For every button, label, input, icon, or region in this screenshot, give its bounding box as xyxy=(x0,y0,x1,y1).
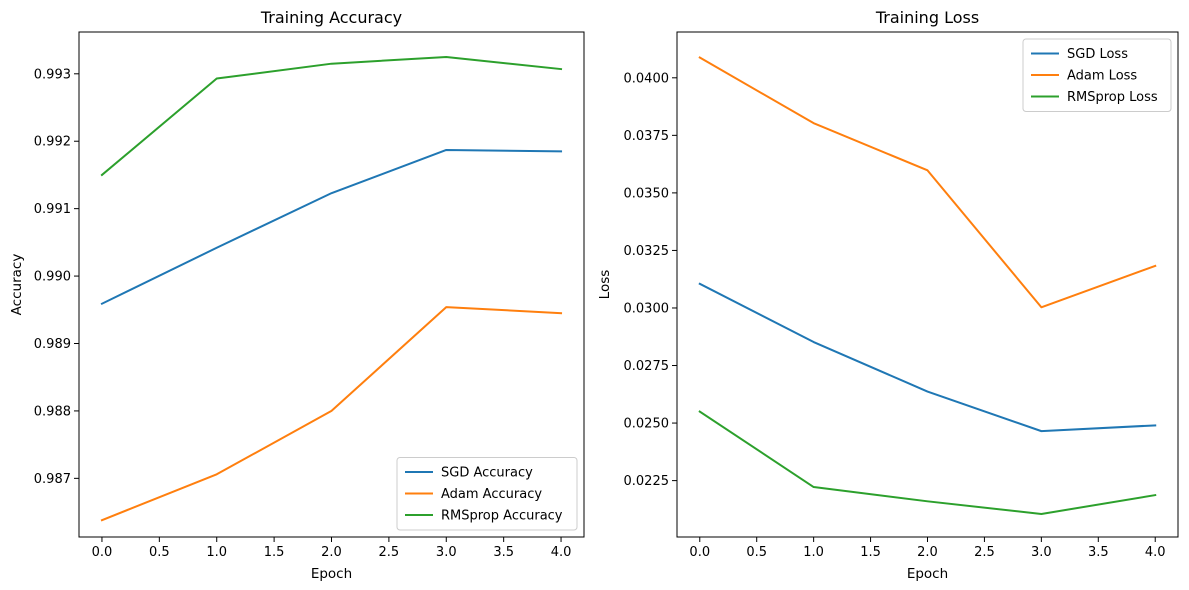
accuracy-x-tick-label: 0.5 xyxy=(149,545,170,560)
accuracy-series-lines xyxy=(100,55,563,522)
accuracy-x-tick-label: 1.0 xyxy=(206,545,227,560)
loss-x-tick-label: 1.0 xyxy=(803,545,824,560)
accuracy-legend-label: RMSprop Accuracy xyxy=(441,509,563,524)
loss-y-tick-label: 0.0225 xyxy=(624,474,670,489)
series-line-sgd-loss xyxy=(698,282,1157,433)
accuracy-y-axis-label: Accuracy xyxy=(9,254,25,316)
accuracy-y-tick-label: 0.993 xyxy=(34,67,71,82)
loss-y-tick-label: 0.0325 xyxy=(624,244,670,259)
series-line-adam-accuracy xyxy=(100,306,563,522)
loss-y-tick-label: 0.0400 xyxy=(624,71,670,86)
loss-y-tick-label: 0.0250 xyxy=(624,417,670,432)
loss-y-ticks: 0.0225 0.0250 0.0275 0.0300 0.0325 0.0350 0.03… xyxy=(624,71,677,489)
loss-legend-label: RMSprop Loss xyxy=(1067,90,1158,105)
accuracy-y-tick-label: 0.991 xyxy=(34,202,71,217)
loss-x-ticks: 0.0 0.5 1.0 1.5 2.0 2.5 3.0 3.5 4.0 xyxy=(689,537,1166,560)
accuracy-x-tick-label: 4.0 xyxy=(551,545,572,560)
loss-y-tick-label: 0.0375 xyxy=(624,129,670,144)
loss-legend-label: Adam Loss xyxy=(1067,69,1137,84)
accuracy-x-tick-label: 3.5 xyxy=(493,545,514,560)
loss-legend: SGD Loss Adam Loss RMSprop Loss xyxy=(1022,38,1172,112)
accuracy-y-tick-label: 0.989 xyxy=(34,337,71,352)
loss-legend-label: SGD Loss xyxy=(1067,47,1128,62)
accuracy-y-tick-label: 0.992 xyxy=(34,135,71,150)
accuracy-x-tick-label: 0.0 xyxy=(92,545,113,560)
series-line-sgd-accuracy xyxy=(100,148,563,306)
accuracy-x-tick-label: 3.0 xyxy=(436,545,457,560)
accuracy-x-axis-label: Epoch xyxy=(311,566,352,582)
loss-x-tick-label: 0.5 xyxy=(746,545,767,560)
loss-x-tick-label: 1.5 xyxy=(860,545,881,560)
accuracy-x-tick-label: 2.0 xyxy=(321,545,342,560)
accuracy-legend-label: Adam Accuracy xyxy=(441,487,542,502)
loss-x-tick-label: 3.0 xyxy=(1031,545,1052,560)
loss-series-lines xyxy=(698,56,1157,515)
accuracy-y-tick-label: 0.990 xyxy=(34,270,71,285)
loss-y-tick-label: 0.0300 xyxy=(624,301,670,316)
loss-x-tick-label: 2.5 xyxy=(974,545,995,560)
loss-x-tick-label: 3.5 xyxy=(1088,545,1109,560)
accuracy-x-tick-label: 1.5 xyxy=(264,545,285,560)
loss-x-tick-label: 0.0 xyxy=(689,545,710,560)
accuracy-x-ticks: 0.0 0.5 1.0 1.5 2.0 2.5 3.0 3.5 4.0 xyxy=(92,537,572,560)
loss-x-tick-label: 2.0 xyxy=(917,545,938,560)
loss-y-tick-label: 0.0350 xyxy=(624,186,670,201)
loss-x-tick-label: 4.0 xyxy=(1145,545,1166,560)
accuracy-y-ticks: 0.987 0.988 0.989 0.990 0.991 0.992 0.993 xyxy=(34,67,79,487)
loss-y-tick-label: 0.0275 xyxy=(624,359,670,374)
accuracy-x-tick-label: 2.5 xyxy=(379,545,400,560)
loss-x-axis-label: Epoch xyxy=(907,566,948,582)
accuracy-legend-label: SGD Accuracy xyxy=(441,466,533,481)
series-line-rmsprop-loss xyxy=(698,410,1157,515)
series-line-rmsprop-accuracy xyxy=(100,55,563,177)
loss-legend-box xyxy=(1022,38,1172,112)
loss-chart-title: Training Loss xyxy=(875,8,979,27)
accuracy-chart: Training Accuracy Epoch Accuracy 0.0 0.5 1… xyxy=(9,8,585,582)
accuracy-legend-box xyxy=(396,457,578,531)
loss-chart: Training Loss Epoch Loss 0.0 0.5 1.0 1.5 2.0… xyxy=(597,8,1179,582)
accuracy-y-tick-label: 0.987 xyxy=(34,472,71,487)
loss-y-axis-label: Loss xyxy=(597,270,613,300)
accuracy-y-tick-label: 0.988 xyxy=(34,404,71,419)
accuracy-legend: SGD Accuracy Adam Accuracy RMSprop Accurac… xyxy=(396,457,578,531)
accuracy-chart-title: Training Accuracy xyxy=(260,8,402,27)
series-line-adam-loss xyxy=(698,56,1157,309)
